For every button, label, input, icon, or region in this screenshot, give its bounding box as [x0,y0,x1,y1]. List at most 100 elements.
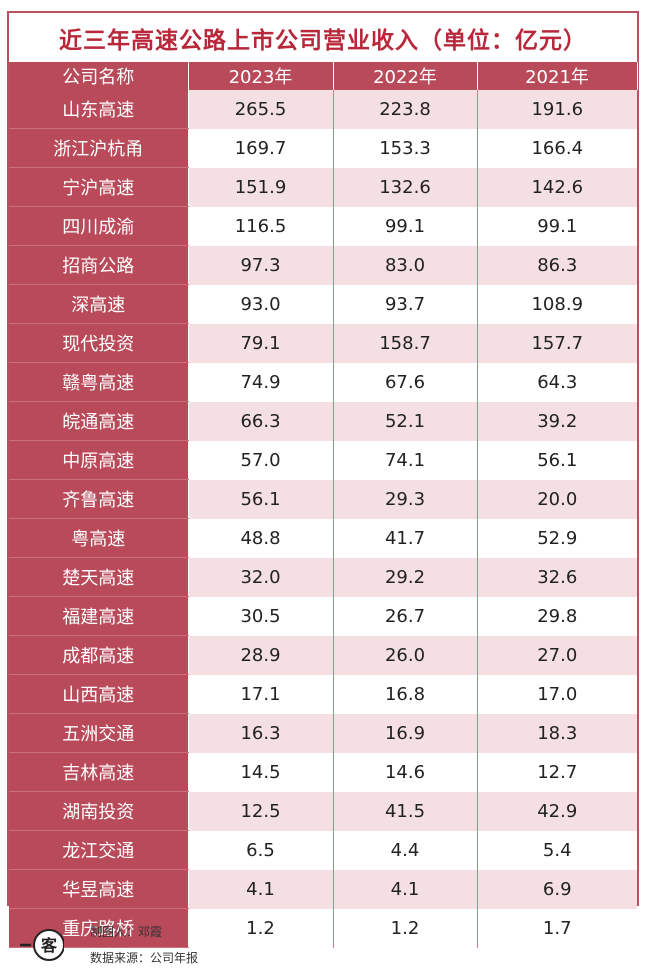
revenue-2023-cell: 57.0 [188,440,334,480]
table-row: 五洲交通 16.3 16.9 18.3 [9,713,637,753]
table-row: 皖通高速 66.3 52.1 39.2 [9,401,637,441]
table-row: 招商公路 97.3 83.0 86.3 [9,245,637,285]
table-row: 粤高速 48.8 41.7 52.9 [9,518,637,558]
company-name-cell: 山西高速 [9,674,189,714]
revenue-2023-cell: 265.5 [188,90,334,129]
company-name-cell: 皖通高速 [9,401,189,441]
revenue-2021-cell: 39.2 [477,401,637,441]
column-header-2022: 2022年 [333,62,478,90]
company-name-cell: 中原高速 [9,440,189,480]
company-name-cell: 招商公路 [9,245,189,285]
revenue-2021-cell: 108.9 [477,284,637,324]
revenue-2023-cell: 14.5 [188,752,334,792]
table-row: 山东高速 265.5 223.8 191.6 [9,90,637,129]
table-row: 赣粤高速 74.9 67.6 64.3 [9,362,637,402]
revenue-2021-cell: 86.3 [477,245,637,285]
revenue-2021-cell: 17.0 [477,674,637,714]
revenue-2023-cell: 79.1 [188,323,334,363]
revenue-2021-cell: 18.3 [477,713,637,753]
company-name-cell: 山东高速 [9,90,189,129]
brand-logo-icon: 客 [20,929,64,961]
revenue-2021-cell: 32.6 [477,557,637,597]
table-frame: 近三年高速公路上市公司营业收入（单位：亿元） 公司名称 2023年 2022年 … [7,11,639,948]
company-name-cell: 华昱高速 [9,869,189,909]
revenue-2022-cell: 16.8 [333,674,478,714]
company-name-cell: 福建高速 [9,596,189,636]
revenue-2021-cell: 166.4 [477,128,637,168]
revenue-2022-cell: 99.1 [333,206,478,246]
revenue-2022-cell: 223.8 [333,90,478,129]
revenue-table: 公司名称 2023年 2022年 2021年 山东高速 265.5 223.8 191… [9,62,638,948]
chart-title: 近三年高速公路上市公司营业收入（单位：亿元） [59,28,587,54]
table-row: 齐鲁高速 56.1 29.3 20.0 [9,479,637,519]
revenue-2022-cell: 132.6 [333,167,478,207]
revenue-2021-cell: 52.9 [477,518,637,558]
revenue-2023-cell: 74.9 [188,362,334,402]
revenue-2021-cell: 42.9 [477,791,637,831]
revenue-2023-cell: 97.3 [188,245,334,285]
revenue-2023-cell: 6.5 [188,830,334,870]
revenue-2021-cell: 6.9 [477,869,637,909]
revenue-2022-cell: 83.0 [333,245,478,285]
revenue-2023-cell: 30.5 [188,596,334,636]
revenue-2023-cell: 169.7 [188,128,334,168]
company-name-cell: 楚天高速 [9,557,189,597]
revenue-2022-cell: 14.6 [333,752,478,792]
revenue-2023-cell: 93.0 [188,284,334,324]
column-header-company: 公司名称 [9,62,189,90]
revenue-2022-cell: 4.4 [333,830,478,870]
revenue-2021-cell: 20.0 [477,479,637,519]
revenue-2023-cell: 16.3 [188,713,334,753]
company-name-cell: 湖南投资 [9,791,189,831]
revenue-2021-cell: 64.3 [477,362,637,402]
revenue-2022-cell: 1.2 [333,908,478,948]
revenue-2023-cell: 32.0 [188,557,334,597]
table-row: 福建高速 30.5 26.7 29.8 [9,596,637,636]
revenue-2023-cell: 4.1 [188,869,334,909]
revenue-2022-cell: 153.3 [333,128,478,168]
company-name-cell: 粤高速 [9,518,189,558]
revenue-2022-cell: 41.7 [333,518,478,558]
revenue-2023-cell: 28.9 [188,635,334,675]
company-name-cell: 四川成渝 [9,206,189,246]
table-row: 成都高速 28.9 26.0 27.0 [9,635,637,675]
column-header-2021: 2021年 [477,62,638,90]
chart-maker: 制图人：邓霞 [90,925,163,939]
table-row: 华昱高速 4.1 4.1 6.9 [9,869,637,909]
table-row: 湖南投资 12.5 41.5 42.9 [9,791,637,831]
revenue-2023-cell: 12.5 [188,791,334,831]
revenue-2022-cell: 26.0 [333,635,478,675]
revenue-2022-cell: 158.7 [333,323,478,363]
company-name-cell: 龙江交通 [9,830,189,870]
header-row: 公司名称 2023年 2022年 2021年 [9,62,638,90]
revenue-2022-cell: 74.1 [333,440,478,480]
table-row: 重庆路桥 1.2 1.2 1.7 [9,908,637,948]
table-row: 浙江沪杭甬 169.7 153.3 166.4 [9,128,637,168]
revenue-2022-cell: 52.1 [333,401,478,441]
company-name-cell: 齐鲁高速 [9,479,189,519]
revenue-2021-cell: 27.0 [477,635,637,675]
revenue-2023-cell: 17.1 [188,674,334,714]
table-row: 吉林高速 14.5 14.6 12.7 [9,752,637,792]
revenue-2021-cell: 29.8 [477,596,637,636]
column-header-2023: 2023年 [188,62,334,90]
company-name-cell: 现代投资 [9,323,189,363]
company-name-cell: 成都高速 [9,635,189,675]
table-row: 四川成渝 116.5 99.1 99.1 [9,206,637,246]
table-row: 龙江交通 6.5 4.4 5.4 [9,830,637,870]
table-body: 山东高速 265.5 223.8 191.6 浙江沪杭甬 169.7 153.3 166.4 宁… [9,90,637,948]
table-row: 楚天高速 32.0 29.2 32.6 [9,557,637,597]
revenue-2022-cell: 29.2 [333,557,478,597]
revenue-2021-cell: 5.4 [477,830,637,870]
revenue-2021-cell: 12.7 [477,752,637,792]
revenue-2023-cell: 56.1 [188,479,334,519]
table-row: 中原高速 57.0 74.1 56.1 [9,440,637,480]
revenue-2023-cell: 116.5 [188,206,334,246]
revenue-2022-cell: 4.1 [333,869,478,909]
table-row: 宁沪高速 151.9 132.6 142.6 [9,167,637,207]
table-row: 现代投资 79.1 158.7 157.7 [9,323,637,363]
revenue-2023-cell: 151.9 [188,167,334,207]
company-name-cell: 浙江沪杭甬 [9,128,189,168]
revenue-2021-cell: 157.7 [477,323,637,363]
table-row: 山西高速 17.1 16.8 17.0 [9,674,637,714]
